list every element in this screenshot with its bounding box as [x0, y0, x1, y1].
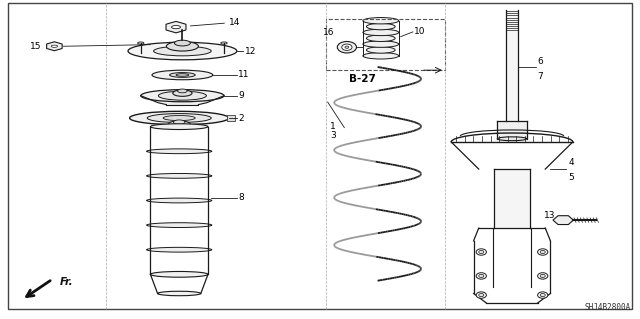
- Ellipse shape: [337, 41, 356, 53]
- Ellipse shape: [168, 121, 191, 128]
- Ellipse shape: [172, 26, 180, 29]
- Text: 13: 13: [544, 211, 556, 220]
- Ellipse shape: [173, 120, 185, 124]
- Text: 8: 8: [238, 193, 244, 202]
- Ellipse shape: [363, 41, 399, 47]
- Text: 12: 12: [244, 47, 256, 56]
- Ellipse shape: [367, 47, 395, 53]
- Text: 6: 6: [538, 57, 543, 66]
- Ellipse shape: [476, 273, 486, 279]
- Ellipse shape: [170, 73, 195, 78]
- Polygon shape: [141, 96, 224, 105]
- Ellipse shape: [147, 114, 211, 122]
- Bar: [326, 19, 445, 70]
- Text: 1: 1: [330, 122, 336, 130]
- Ellipse shape: [540, 293, 545, 297]
- Ellipse shape: [479, 293, 484, 297]
- Ellipse shape: [538, 273, 548, 279]
- Ellipse shape: [138, 42, 144, 44]
- Text: SHJ4B2800A: SHJ4B2800A: [584, 303, 630, 312]
- Text: 7: 7: [538, 72, 543, 81]
- Ellipse shape: [147, 174, 212, 178]
- Ellipse shape: [367, 35, 395, 41]
- Text: 3: 3: [330, 131, 336, 140]
- Ellipse shape: [363, 53, 399, 59]
- Ellipse shape: [176, 74, 189, 76]
- Text: Fr.: Fr.: [60, 277, 74, 287]
- Ellipse shape: [538, 249, 548, 255]
- Ellipse shape: [540, 274, 545, 278]
- Ellipse shape: [367, 23, 395, 30]
- Text: 11: 11: [238, 70, 250, 79]
- Ellipse shape: [363, 18, 399, 24]
- Ellipse shape: [158, 91, 206, 100]
- Ellipse shape: [141, 90, 224, 102]
- Ellipse shape: [147, 247, 212, 252]
- Ellipse shape: [147, 198, 212, 203]
- Ellipse shape: [166, 41, 198, 51]
- Ellipse shape: [363, 29, 399, 36]
- Text: 9: 9: [238, 91, 244, 100]
- Ellipse shape: [479, 250, 484, 254]
- Bar: [227, 115, 235, 121]
- Ellipse shape: [152, 70, 212, 80]
- Ellipse shape: [154, 46, 211, 56]
- Ellipse shape: [342, 44, 352, 50]
- Ellipse shape: [128, 42, 237, 60]
- Ellipse shape: [476, 249, 486, 255]
- Ellipse shape: [129, 111, 229, 125]
- Ellipse shape: [173, 90, 192, 96]
- Ellipse shape: [221, 42, 227, 44]
- Ellipse shape: [150, 124, 208, 130]
- Ellipse shape: [476, 292, 486, 298]
- Ellipse shape: [174, 40, 191, 46]
- Text: B-27: B-27: [349, 74, 376, 84]
- Text: 4: 4: [568, 158, 574, 167]
- Text: 5: 5: [568, 173, 574, 182]
- Ellipse shape: [540, 250, 545, 254]
- Ellipse shape: [177, 89, 187, 93]
- Ellipse shape: [51, 45, 58, 47]
- Ellipse shape: [163, 115, 195, 121]
- Ellipse shape: [147, 149, 212, 154]
- Text: 15: 15: [30, 42, 42, 51]
- Ellipse shape: [538, 292, 548, 298]
- Text: 14: 14: [228, 19, 240, 27]
- Ellipse shape: [479, 274, 484, 278]
- Ellipse shape: [157, 291, 201, 296]
- Text: 2: 2: [238, 114, 244, 122]
- Text: 16: 16: [323, 28, 334, 37]
- Ellipse shape: [147, 223, 212, 227]
- Ellipse shape: [497, 137, 527, 141]
- Ellipse shape: [150, 271, 208, 277]
- Ellipse shape: [345, 46, 349, 48]
- Text: 10: 10: [414, 27, 426, 36]
